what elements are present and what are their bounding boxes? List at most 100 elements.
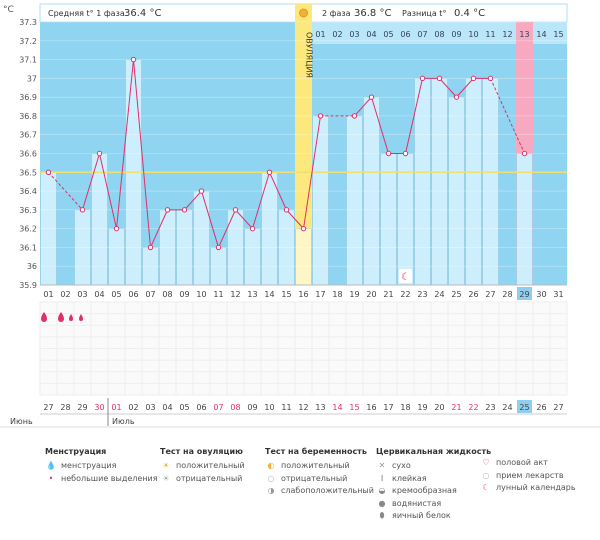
data-point xyxy=(266,169,273,175)
calendar-date: 18 xyxy=(400,403,410,412)
legend-label: отрицательный xyxy=(281,473,348,483)
light-discharge-icon xyxy=(69,314,73,321)
current-day-box xyxy=(517,287,532,300)
y-tick-label: 35.9 xyxy=(19,281,37,290)
x-tick-label: 06 xyxy=(128,290,138,299)
data-point xyxy=(113,225,120,232)
legend-label: отрицательный xyxy=(176,473,243,483)
y-tick-label: 37.1 xyxy=(19,56,37,65)
x-tick-label: 26 xyxy=(468,290,478,299)
data-point xyxy=(402,150,409,157)
legend-label: слабоположительный xyxy=(281,486,374,495)
calendar-date: 27 xyxy=(553,403,563,412)
series-line-segment xyxy=(456,78,474,98)
series-line-segment xyxy=(405,78,423,154)
calendar-date: 10 xyxy=(264,403,274,412)
legend: Менструация 💧 менструация • небольшие выде… xyxy=(40,447,600,537)
data-point xyxy=(300,225,307,232)
temperature-bar xyxy=(244,228,261,286)
legend-label: небольшие выделения xyxy=(61,473,158,483)
y-tick-label: 36.2 xyxy=(19,225,37,234)
x-tick-label: 12 xyxy=(230,290,240,299)
pill-icon: ○ xyxy=(482,470,490,480)
y-tick-label: 36.4 xyxy=(19,187,37,196)
calendar-date: 21 xyxy=(451,403,461,412)
calendar-date: 15 xyxy=(349,403,359,412)
data-point xyxy=(249,225,256,232)
phase2-day-label: 12 xyxy=(502,30,512,39)
legend-label: положительный xyxy=(281,461,350,470)
x-tick-label: 09 xyxy=(179,290,189,299)
calendar-date: 28 xyxy=(60,403,70,412)
legend-label: кремообразная xyxy=(392,486,457,495)
diff-label: Разница t° xyxy=(402,9,446,18)
x-tick-label: 10 xyxy=(196,290,206,299)
test-positive-icon: ◐ xyxy=(267,461,275,470)
temperature-bar xyxy=(380,153,397,286)
data-point xyxy=(215,244,222,251)
y-tick-label: 37.3 xyxy=(19,18,37,27)
calendar-date: 14 xyxy=(332,403,342,412)
legend-label: половой акт xyxy=(496,458,548,467)
legend-item: • небольшие выделения xyxy=(45,473,158,486)
data-point xyxy=(385,150,392,157)
y-tick-label: 36.6 xyxy=(19,150,37,159)
x-tick-label: 05 xyxy=(111,290,121,299)
legend-label: яичный белок xyxy=(392,511,451,520)
temperature-bar xyxy=(108,228,125,286)
phase2-day-label: 04 xyxy=(366,30,376,39)
sun-icon xyxy=(299,8,308,18)
data-point xyxy=(419,75,426,82)
series-line-segment xyxy=(252,172,270,229)
temperature-bar xyxy=(516,153,533,286)
x-tick-label: 24 xyxy=(434,290,444,299)
moon-icon: ☾ xyxy=(482,483,490,492)
legend-item: ◒ кремообразная xyxy=(376,485,491,498)
test-weak-icon: ◑ xyxy=(267,486,275,495)
x-tick-label: 31 xyxy=(553,290,563,299)
legend-item: ☀ положительный xyxy=(160,460,244,473)
calendar-date: 01 xyxy=(111,403,121,412)
calendar-date: 17 xyxy=(383,403,393,412)
legend-item: ○ отрицательный xyxy=(265,473,374,486)
lunar-cell xyxy=(399,269,412,283)
legend-item: ○ прием лекарств xyxy=(480,470,576,483)
phase2-day-label: 09 xyxy=(451,30,461,39)
data-point xyxy=(181,207,188,213)
x-tick-label: 14 xyxy=(264,290,274,299)
series-line-segment xyxy=(439,78,457,98)
legend-menstruation: Менструация 💧 менструация • небольшие выде… xyxy=(45,447,158,485)
legend-ovulation-test: Тест на овуляцию ☀ положительный ☀ отрицат… xyxy=(160,447,245,485)
legend-label: сухо xyxy=(392,461,411,470)
data-point xyxy=(147,244,154,251)
x-tick-label: 03 xyxy=(77,290,87,299)
phase1-value: 36.4 °C xyxy=(124,8,161,19)
calendar-date: 16 xyxy=(366,403,376,412)
y-tick-label: 36.1 xyxy=(19,243,37,252)
phase2-day-label: 01 xyxy=(315,30,325,39)
legend-other: ♡ половой акт ○ прием лекарств ☾ лунный кал… xyxy=(480,457,576,495)
series-line-segment xyxy=(371,96,389,154)
calendar-date: 22 xyxy=(468,403,478,412)
data-point xyxy=(368,94,375,100)
data-point xyxy=(453,94,460,100)
menstruation-drop-icon xyxy=(58,312,64,322)
legend-title: Менструация xyxy=(45,447,107,456)
phase2-day-label: 03 xyxy=(349,30,359,39)
x-tick-label: 04 xyxy=(94,290,104,299)
series-line-segment xyxy=(201,190,219,248)
legend-item: ☾ лунный календарь xyxy=(480,482,575,495)
calendar-date: 03 xyxy=(145,403,155,412)
x-tick-label: 23 xyxy=(417,290,427,299)
calendar-date: 02 xyxy=(128,403,138,412)
calendar-date: 05 xyxy=(179,403,189,412)
y-unit-label: °C xyxy=(3,5,14,15)
x-tick-label: 21 xyxy=(383,290,393,299)
x-tick-label: 17 xyxy=(315,290,325,299)
calendar-date: 27 xyxy=(43,403,53,412)
series-line-segment xyxy=(490,78,525,154)
temperature-bar xyxy=(312,115,329,286)
phase2-day-label: 08 xyxy=(434,30,444,39)
legend-item: ⬮ яичный белок xyxy=(376,510,491,523)
